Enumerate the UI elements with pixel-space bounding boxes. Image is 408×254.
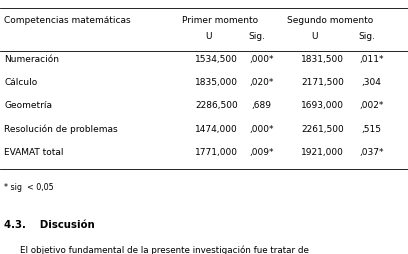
Text: Segundo momento: Segundo momento — [287, 16, 374, 25]
Text: U: U — [205, 33, 211, 41]
Text: Geometría: Geometría — [4, 101, 52, 110]
Text: ,011*: ,011* — [359, 55, 384, 64]
Text: Competencias matemáticas: Competencias matemáticas — [4, 16, 131, 25]
Text: 1534,500: 1534,500 — [195, 55, 238, 64]
Text: Sig.: Sig. — [359, 33, 376, 41]
Text: El objetivo fundamental de la presente investigación fue tratar de: El objetivo fundamental de la presente i… — [20, 246, 309, 254]
Text: 2171,500: 2171,500 — [301, 78, 344, 87]
Text: ,002*: ,002* — [359, 101, 384, 110]
Text: 1771,000: 1771,000 — [195, 148, 238, 157]
Text: 1693,000: 1693,000 — [301, 101, 344, 110]
Text: 2286,500: 2286,500 — [195, 101, 237, 110]
Text: Resolución de problemas: Resolución de problemas — [4, 124, 118, 134]
Text: ,020*: ,020* — [249, 78, 273, 87]
Text: ,037*: ,037* — [359, 148, 384, 157]
Text: 1474,000: 1474,000 — [195, 124, 237, 134]
Text: ,000*: ,000* — [249, 55, 273, 64]
Text: ,515: ,515 — [361, 124, 381, 134]
Text: 1831,500: 1831,500 — [301, 55, 344, 64]
Text: ,009*: ,009* — [249, 148, 273, 157]
Text: ,304: ,304 — [361, 78, 381, 87]
Text: Numeración: Numeración — [4, 55, 59, 64]
Text: * sig  < 0,05: * sig < 0,05 — [4, 183, 54, 192]
Text: Sig.: Sig. — [248, 33, 266, 41]
Text: 2261,500: 2261,500 — [301, 124, 344, 134]
Text: U: U — [311, 33, 317, 41]
Text: EVAMAT total: EVAMAT total — [4, 148, 64, 157]
Text: 1921,000: 1921,000 — [301, 148, 344, 157]
Text: ,000*: ,000* — [249, 124, 273, 134]
Text: 4.3.    Discusión: 4.3. Discusión — [4, 220, 95, 230]
Text: Primer momento: Primer momento — [182, 16, 258, 25]
Text: ,689: ,689 — [251, 101, 271, 110]
Text: Cálculo: Cálculo — [4, 78, 37, 87]
Text: 1835,000: 1835,000 — [195, 78, 238, 87]
